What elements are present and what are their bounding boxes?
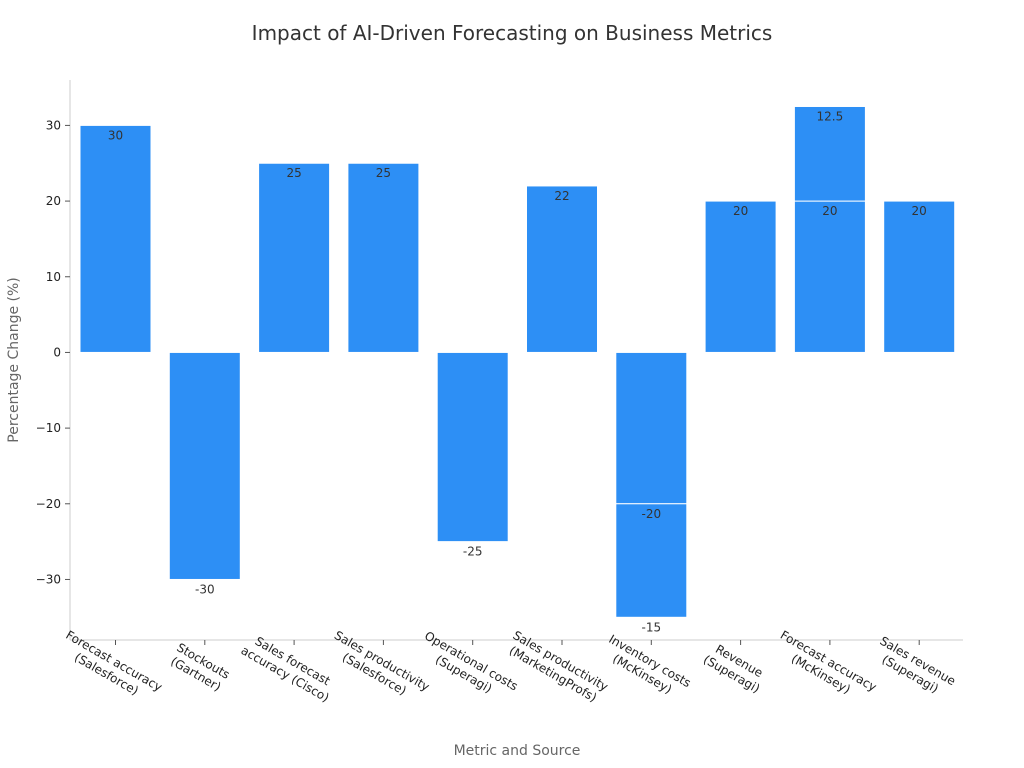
y-tick-label: −20	[36, 497, 61, 511]
bar-primary	[79, 124, 152, 353]
data-label: 22	[554, 189, 569, 203]
y-axis-label: Percentage Change (%)	[6, 277, 22, 442]
data-label: 25	[286, 166, 301, 180]
data-label: -15	[641, 620, 661, 634]
y-ticks: 30 20 10 0 −10 −20 −30	[36, 118, 70, 586]
y-tick-label: 20	[46, 194, 61, 208]
x-axis-label: Metric and Source	[454, 743, 581, 759]
data-label: -25	[463, 545, 483, 559]
bar-primary	[436, 351, 509, 543]
data-label: 20	[822, 204, 837, 218]
bar-primary	[793, 200, 866, 353]
y-tick-label: −30	[36, 572, 61, 586]
data-label: 20	[733, 204, 748, 218]
bar-primary	[704, 200, 777, 353]
bar-primary	[168, 351, 241, 580]
bar-primary	[526, 185, 598, 353]
data-label: 12.5	[817, 109, 844, 123]
x-tick-label-group: Sales revenue(Superagi)	[877, 634, 958, 696]
y-tick-label: 30	[46, 118, 61, 132]
data-label: -20	[641, 507, 661, 521]
data-label: 20	[912, 204, 927, 218]
data-label: 25	[376, 166, 391, 180]
x-tick-label-group: Stockouts(Gartner)	[168, 640, 232, 694]
bar-primary	[258, 162, 331, 353]
y-tick-label: −10	[36, 421, 61, 435]
bar-stacked	[793, 105, 866, 202]
data-labels: 30 -30 25 25 -25 22 -20 -15 20 20 12.5 20	[108, 109, 927, 634]
y-tick-label: 10	[46, 270, 61, 284]
data-label: 30	[108, 128, 123, 142]
chart-title: Impact of AI-Driven Forecasting on Busin…	[252, 21, 773, 45]
x-tick-label-group: Revenue(Superagi)	[701, 642, 765, 696]
bars	[79, 105, 956, 618]
y-tick-label: 0	[53, 345, 61, 359]
bar-primary	[615, 351, 688, 505]
bar-primary	[347, 162, 420, 353]
bar-primary	[883, 200, 956, 353]
x-tick-label-group: Inventory costs(McKinsey)	[606, 632, 693, 697]
bar-stacked	[615, 503, 688, 618]
data-label: -30	[195, 582, 215, 596]
